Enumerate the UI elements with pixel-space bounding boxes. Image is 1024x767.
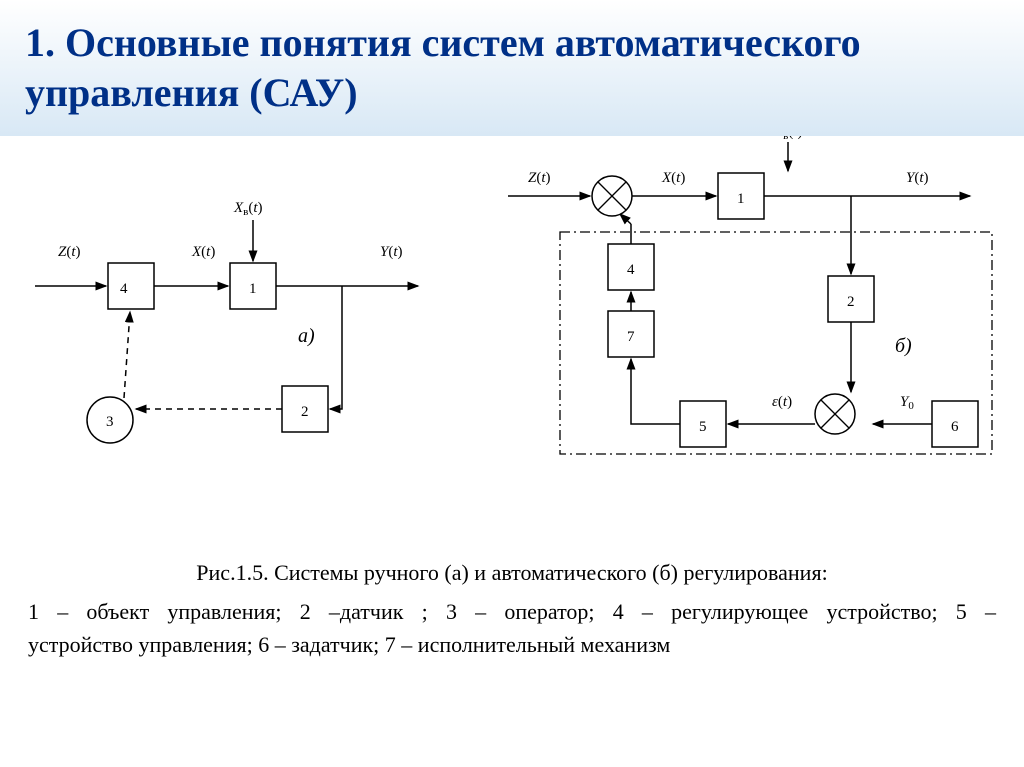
figure-caption: Рис.1.5. Системы ручного (а) и автоматич… xyxy=(0,556,1024,661)
svg-text:5: 5 xyxy=(699,419,707,435)
svg-text:Xв(t): Xв(t) xyxy=(233,200,263,218)
slide-title: 1. Основные понятия систем автоматическо… xyxy=(25,18,999,118)
svg-text:4: 4 xyxy=(120,281,128,297)
svg-text:3: 3 xyxy=(106,414,114,430)
svg-text:X(t): X(t) xyxy=(661,170,685,186)
caption-line-3: устройство управления; 6 – задатчик; 7 –… xyxy=(28,628,996,661)
caption-line-1: Рис.1.5. Системы ручного (а) и автоматич… xyxy=(28,556,996,589)
svg-text:2: 2 xyxy=(301,404,309,420)
svg-text:2: 2 xyxy=(847,294,855,310)
svg-text:б): б) xyxy=(895,335,912,357)
svg-text:Y(t): Y(t) xyxy=(906,170,929,186)
svg-text:Xв(t): Xв(t) xyxy=(773,136,803,142)
svg-text:1: 1 xyxy=(249,281,257,297)
svg-text:ε(t): ε(t) xyxy=(772,394,792,410)
svg-text:7: 7 xyxy=(627,329,635,345)
svg-text:а): а) xyxy=(298,325,315,347)
svg-text:Z(t): Z(t) xyxy=(528,170,551,186)
svg-text:Z(t): Z(t) xyxy=(58,244,81,260)
svg-text:6: 6 xyxy=(951,419,959,435)
svg-text:4: 4 xyxy=(627,262,635,278)
svg-text:X(t): X(t) xyxy=(191,244,215,260)
diagram-final: 4 1 2 3 Z(t) X(t) Xв(t) Y(t) а) 1 4 7 2 … xyxy=(0,136,1024,556)
slide-header: 1. Основные понятия систем автоматическо… xyxy=(0,0,1024,136)
svg-text:Y0: Y0 xyxy=(900,394,914,412)
svg-text:1: 1 xyxy=(737,191,745,207)
caption-line-2: 1 – объект управления; 2 –датчик ; 3 – о… xyxy=(28,595,996,628)
svg-text:Y(t): Y(t) xyxy=(380,244,403,260)
